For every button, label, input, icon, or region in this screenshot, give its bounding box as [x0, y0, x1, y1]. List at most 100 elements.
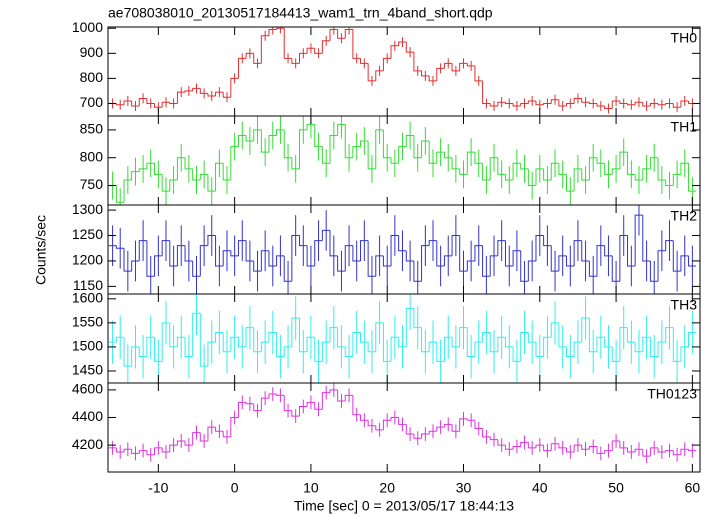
step-bin [222, 250, 231, 267]
panel-label: TH1 [671, 119, 698, 135]
step-bin [146, 336, 155, 357]
step-bin [161, 101, 170, 108]
step-bin [298, 235, 308, 247]
step-bin [405, 42, 414, 53]
step-bin [535, 235, 544, 261]
step-bin [192, 260, 201, 277]
step-bin [436, 151, 445, 164]
step-bin [314, 240, 323, 267]
step-bin [634, 448, 643, 452]
step-bin [611, 168, 620, 175]
step-bin [390, 336, 399, 362]
step-bin [321, 392, 330, 410]
step-bin [527, 260, 536, 282]
step-bin [337, 389, 346, 402]
step-bin [237, 134, 247, 147]
step-bin [222, 163, 231, 181]
step-bin [619, 235, 628, 282]
step-bin [375, 322, 384, 352]
step-bin [138, 450, 147, 454]
step-bin [161, 240, 170, 256]
step-bin [207, 93, 216, 97]
step-bin [268, 29, 277, 36]
step-bin [291, 235, 300, 282]
step-bin [504, 445, 514, 450]
step-bin [611, 440, 620, 451]
step-bin [215, 331, 224, 343]
step-bin [344, 124, 353, 159]
step-bin [237, 240, 247, 256]
step-bin [627, 327, 636, 343]
step-bin [390, 45, 399, 59]
y-tick-label: 1450 [72, 362, 103, 378]
step-bin [184, 245, 193, 262]
y-tick-label: 1150 [73, 277, 103, 293]
step-bin [588, 260, 598, 277]
step-bin [298, 405, 308, 417]
step-bin [421, 327, 430, 353]
step-bin [222, 92, 231, 98]
step-bin [634, 101, 643, 105]
step-bin [665, 179, 674, 187]
step-bin [642, 449, 651, 457]
step-bin [550, 162, 559, 180]
step-bin [413, 434, 422, 439]
step-bin [176, 440, 186, 446]
step-bin [154, 447, 163, 455]
step-bin [123, 448, 132, 452]
step-bin [260, 35, 269, 64]
x-axis-label: Time [sec] 0 = 2013/05/17 18:44:13 [294, 498, 514, 514]
step-bin [451, 337, 460, 348]
step-bin [176, 157, 186, 180]
y-tick-label: 4200 [72, 436, 103, 452]
step-bin [627, 103, 636, 106]
step-bin [215, 91, 224, 96]
step-bin [428, 430, 437, 435]
step-bin [298, 318, 308, 353]
y-tick-label: 800 [80, 148, 104, 164]
step-bin [588, 102, 598, 104]
step-bin [489, 255, 498, 277]
step-bin [413, 52, 422, 72]
step-bin [672, 240, 681, 272]
step-bin [688, 163, 697, 192]
step-bin [276, 394, 285, 396]
step-bin [581, 98, 590, 103]
step-bin [588, 445, 598, 450]
step-bin [596, 446, 605, 454]
step-bin [276, 255, 285, 267]
y-tick-label: 1500 [72, 338, 103, 354]
step-bin [230, 336, 239, 352]
step-bin [672, 327, 681, 362]
step-bin [497, 101, 506, 106]
x-tick-label: -10 [148, 480, 168, 496]
step-bin [558, 255, 567, 272]
step-bin [161, 322, 170, 362]
step-bin [253, 327, 262, 353]
step-bin [527, 100, 536, 104]
step-bin [512, 103, 521, 107]
step-bin [176, 91, 186, 104]
step-bin [329, 389, 338, 393]
step-bin [466, 327, 475, 358]
step-bin [504, 337, 514, 348]
step-bin [688, 331, 697, 347]
step-bin [558, 443, 567, 449]
panel-frame [107, 382, 701, 473]
step-bin [390, 416, 399, 421]
step-bin [367, 342, 376, 353]
step-bin [443, 152, 453, 159]
step-bin [649, 157, 659, 169]
step-bin [192, 168, 201, 181]
step-bin [680, 100, 689, 108]
step-bin [527, 442, 536, 449]
x-tick-label: 20 [379, 480, 395, 496]
step-bin [337, 327, 346, 348]
step-bin [421, 70, 430, 77]
step-bin [512, 445, 521, 450]
y-tick-label: 700 [80, 94, 104, 110]
step-bin [543, 102, 552, 105]
step-bin [482, 163, 491, 181]
step-bin [474, 245, 483, 261]
